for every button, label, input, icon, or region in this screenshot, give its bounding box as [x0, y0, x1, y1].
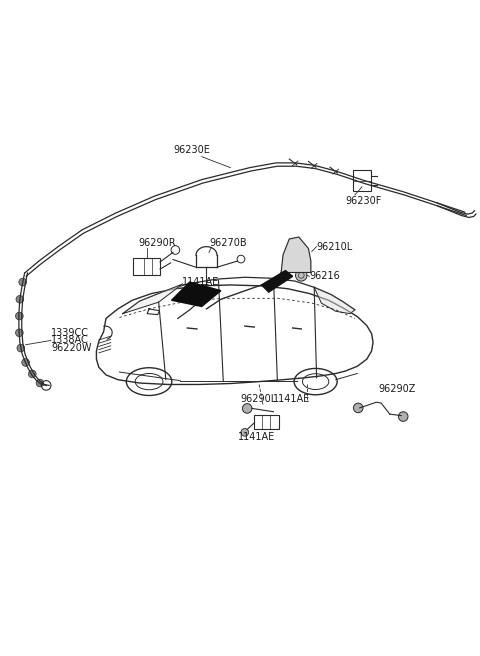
Text: 1339CC: 1339CC [51, 328, 89, 338]
Circle shape [28, 370, 36, 378]
Polygon shape [281, 237, 311, 272]
Circle shape [36, 379, 44, 387]
Polygon shape [96, 285, 373, 384]
Polygon shape [262, 270, 293, 292]
Circle shape [16, 295, 24, 303]
Text: 1338AC: 1338AC [51, 335, 89, 346]
Circle shape [15, 312, 23, 320]
Text: 96290R: 96290R [139, 237, 176, 247]
FancyBboxPatch shape [133, 258, 160, 276]
Text: 96290L: 96290L [240, 394, 276, 403]
FancyBboxPatch shape [254, 415, 279, 430]
Circle shape [353, 403, 363, 413]
Circle shape [22, 359, 29, 366]
Circle shape [296, 270, 307, 281]
Text: 96216: 96216 [310, 272, 340, 281]
Circle shape [19, 278, 26, 286]
Text: 96230E: 96230E [173, 145, 210, 155]
Circle shape [242, 403, 252, 413]
Circle shape [17, 344, 24, 352]
Text: 96290Z: 96290Z [379, 384, 416, 394]
Text: 96220W: 96220W [51, 343, 92, 353]
Text: 96270B: 96270B [209, 237, 247, 247]
Polygon shape [314, 287, 355, 314]
FancyBboxPatch shape [353, 170, 371, 191]
Text: 1141AE: 1141AE [273, 394, 310, 403]
Text: 1141AE: 1141AE [238, 432, 275, 442]
Circle shape [15, 329, 23, 337]
Circle shape [398, 412, 408, 421]
Polygon shape [123, 284, 182, 314]
Polygon shape [147, 309, 159, 315]
Polygon shape [171, 282, 221, 306]
Circle shape [241, 428, 249, 436]
Text: 1141AE: 1141AE [181, 277, 219, 287]
Text: 96210L: 96210L [317, 241, 353, 252]
Text: 96230F: 96230F [345, 196, 382, 207]
